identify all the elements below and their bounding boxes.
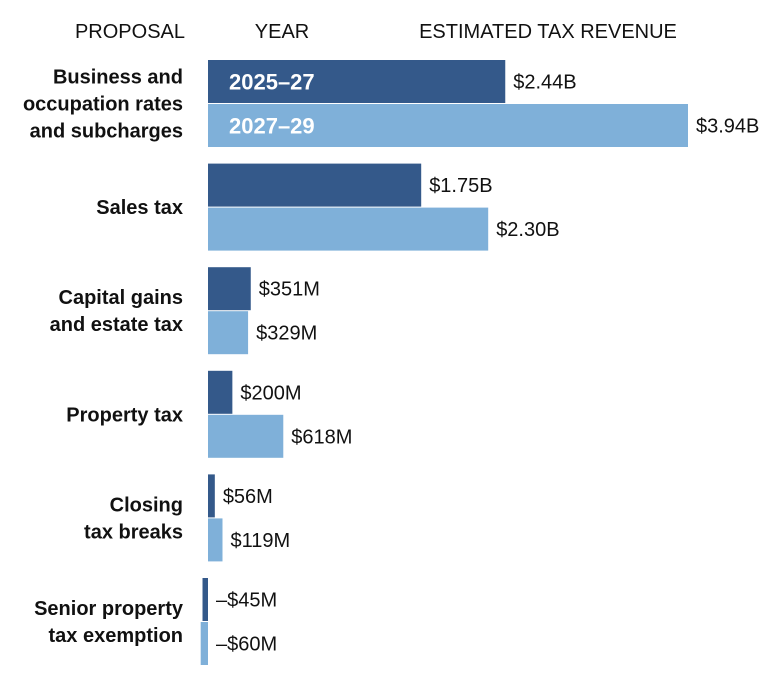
series-label: 2027–29	[229, 114, 315, 139]
category-label: and subcharges	[30, 121, 183, 143]
year-header: YEAR	[255, 21, 309, 43]
bar-2025-27	[208, 163, 422, 207]
category-label: Property tax	[66, 404, 183, 426]
bar-2025-27	[208, 370, 233, 414]
category-label: occupation rates	[23, 94, 183, 116]
category-label: Capital gains	[59, 287, 183, 309]
value-label: –$60M	[216, 634, 277, 656]
value-label: –$45M	[216, 590, 277, 612]
bar-2025-27	[208, 60, 506, 103]
category-label: Business and	[53, 67, 183, 89]
category-label: and estate tax	[50, 314, 183, 336]
bar-2025-27	[208, 267, 251, 311]
bar-2025-27	[202, 578, 208, 621]
value-label: $1.75B	[429, 175, 492, 197]
value-label: $119M	[230, 530, 290, 552]
chart-marks: Business and occupation rates and subcharg…	[23, 60, 759, 665]
proposal-header: PROPOSAL	[75, 21, 185, 43]
value-label: $56M	[223, 486, 273, 508]
value-label: $2.44B	[513, 72, 576, 94]
bar-2027-29	[200, 622, 208, 665]
bar-2027-29	[208, 207, 489, 251]
value-label: $2.30B	[496, 219, 559, 241]
bar-2025-27	[208, 474, 215, 518]
category-label: Sales tax	[96, 197, 183, 219]
category-label: tax breaks	[84, 521, 183, 543]
bar-2027-29	[208, 518, 223, 562]
value-label: $3.94B	[696, 116, 759, 138]
category-label: Closing	[110, 494, 183, 516]
bar-2027-29	[208, 104, 688, 147]
value-label: $351M	[259, 279, 320, 301]
value-label: $618M	[291, 426, 352, 448]
value-label: $329M	[256, 323, 317, 345]
value-label: $200M	[240, 382, 301, 404]
bar-2027-29	[208, 311, 249, 355]
revenue-header: ESTIMATED TAX REVENUE	[419, 21, 677, 43]
category-label: tax exemption	[49, 625, 183, 647]
series-label: 2025–27	[229, 70, 315, 95]
category-label: Senior property	[34, 598, 184, 620]
bar-2027-29	[208, 414, 284, 458]
